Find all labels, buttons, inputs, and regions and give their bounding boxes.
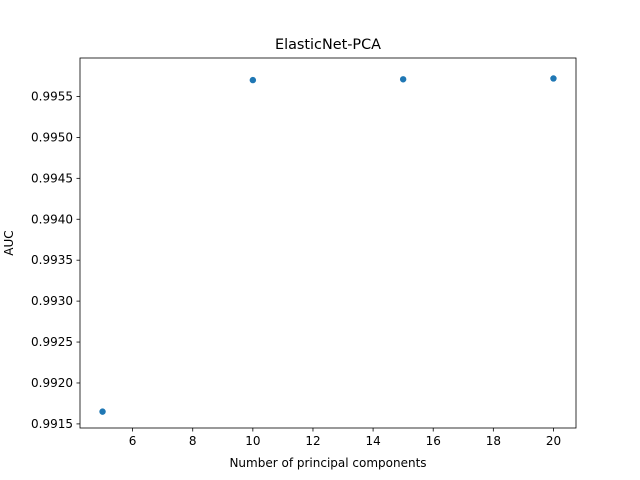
y-tick-label: 0.9950 <box>31 130 73 144</box>
y-tick-label: 0.9920 <box>31 376 73 390</box>
data-point <box>249 76 257 84</box>
chart-title: ElasticNet-PCA <box>275 37 381 53</box>
plot-area <box>80 58 576 428</box>
x-tick-label: 10 <box>245 434 260 448</box>
y-tick-label: 0.9940 <box>31 212 73 226</box>
data-points <box>99 75 557 415</box>
x-axis-label: Number of principal components <box>229 456 426 470</box>
y-tick-label: 0.9915 <box>31 417 73 431</box>
y-tick-label: 0.9945 <box>31 171 73 185</box>
data-point <box>550 75 557 82</box>
y-tick-label: 0.9935 <box>31 253 73 267</box>
data-point <box>99 408 106 415</box>
x-tick-label: 6 <box>129 434 137 448</box>
y-axis-label: AUC <box>2 230 16 255</box>
x-tick-label: 16 <box>426 434 441 448</box>
axis-ticks: 6 8 10 12 14 16 18 20 0.9915 0.9920 0.9925 0.9930 0.… <box>31 89 561 448</box>
y-tick-label: 0.9925 <box>31 335 73 349</box>
y-tick-label: 0.9955 <box>31 89 73 103</box>
data-point <box>399 76 407 83</box>
y-tick-label: 0.9930 <box>31 294 73 308</box>
axes-frame <box>79 57 577 429</box>
x-tick-label: 14 <box>365 434 380 448</box>
x-tick-label: 12 <box>305 434 320 448</box>
x-tick-label: 18 <box>486 434 501 448</box>
x-tick-label: 8 <box>189 434 197 448</box>
x-tick-label: 20 <box>546 434 561 448</box>
